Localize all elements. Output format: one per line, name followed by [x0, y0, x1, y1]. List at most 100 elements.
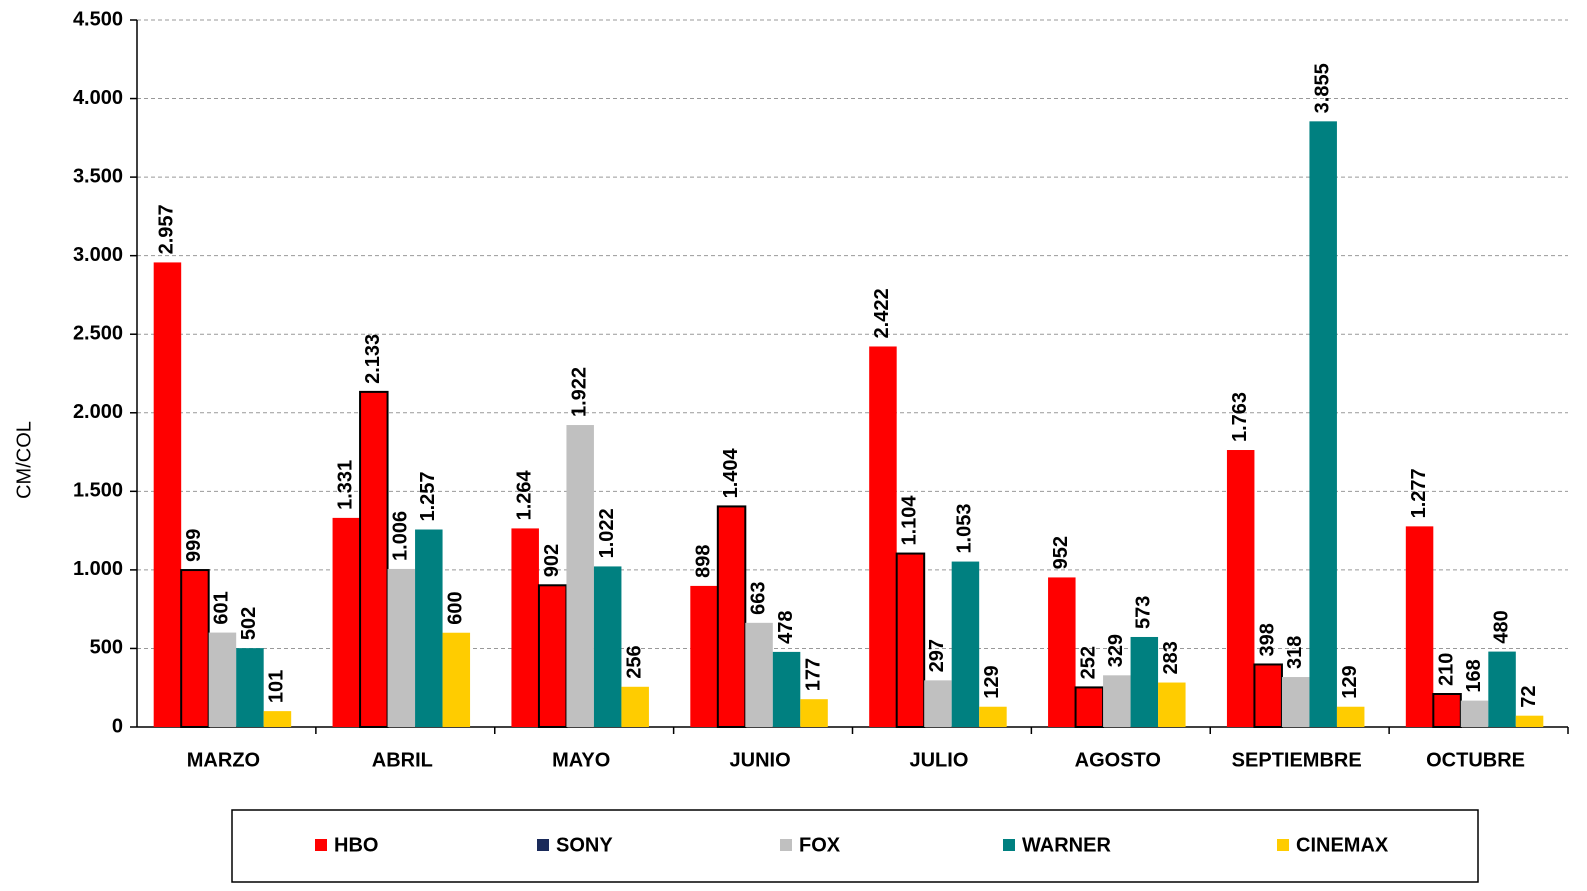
x-tick-label: AGOSTO	[1075, 749, 1161, 771]
data-label: 1.331	[335, 460, 357, 510]
data-label: 1.104	[899, 495, 921, 546]
data-label: 318	[1284, 636, 1306, 669]
data-label: 398	[1256, 623, 1278, 656]
data-label: 2.422	[871, 288, 893, 338]
data-label: 3.855	[1311, 63, 1333, 113]
data-label: 129	[981, 665, 1003, 698]
legend-swatch	[1277, 839, 1289, 851]
y-tick-label: 3.500	[73, 165, 123, 187]
bar	[511, 528, 539, 727]
data-label: 478	[775, 611, 797, 644]
bar	[180, 569, 210, 729]
y-tick-label: 2.000	[73, 401, 123, 423]
x-tick-label: JUNIO	[730, 749, 791, 771]
legend-box	[231, 809, 1479, 883]
data-label: 2.133	[362, 334, 384, 384]
bar	[208, 632, 237, 727]
data-label: 2.957	[156, 204, 178, 254]
data-label: 999	[183, 529, 205, 562]
bar	[593, 566, 622, 727]
y-tick-label: 0	[112, 715, 123, 737]
legend-label: FOX	[799, 834, 841, 856]
data-label: 210	[1435, 653, 1457, 686]
y-tick-label: 2.500	[73, 323, 123, 345]
bar	[332, 517, 361, 727]
data-label: 283	[1160, 641, 1182, 674]
bar	[924, 680, 952, 727]
data-label: 1.053	[954, 503, 976, 553]
data-label: 1.277	[1408, 468, 1430, 518]
data-label: 256	[623, 645, 645, 678]
legend-label: SONY	[556, 834, 613, 856]
bar	[1309, 121, 1337, 727]
data-label: 502	[238, 607, 260, 640]
bar	[1488, 651, 1516, 727]
bar	[895, 552, 926, 728]
x-tick-label: SEPTIEMBRE	[1232, 749, 1362, 771]
data-label: 898	[692, 545, 714, 578]
data-label: 177	[802, 658, 824, 691]
data-label: 573	[1133, 596, 1155, 629]
bar	[1405, 526, 1434, 727]
bar	[1158, 682, 1186, 727]
bar	[690, 585, 718, 727]
legend-swatch	[1003, 839, 1015, 851]
bar	[716, 505, 747, 728]
data-label: 101	[266, 670, 288, 703]
data-label: 297	[926, 639, 948, 672]
bar	[621, 686, 649, 727]
legend-label: HBO	[334, 834, 378, 856]
bar	[442, 632, 471, 727]
data-label: 902	[541, 544, 563, 577]
x-tick-label: JULIO	[909, 749, 968, 771]
data-label: 1.022	[596, 508, 618, 558]
data-label: 1.922	[568, 367, 590, 417]
bar	[869, 346, 897, 727]
bar	[1281, 677, 1310, 727]
y-tick-label: 3.000	[73, 244, 123, 266]
y-tick-label: 4.000	[73, 87, 123, 109]
data-label: 601	[211, 591, 233, 624]
data-label: 600	[445, 591, 467, 624]
y-tick-label: 1.000	[73, 558, 123, 580]
bar	[979, 706, 1007, 727]
data-label: 1.763	[1229, 392, 1251, 442]
y-axis-label: CM/COL	[13, 421, 35, 499]
bar	[1103, 675, 1131, 727]
legend-swatch	[537, 839, 549, 851]
y-tick-label: 500	[90, 637, 123, 659]
bar	[1460, 700, 1489, 727]
bar	[263, 711, 292, 727]
data-label: 1.404	[720, 447, 742, 498]
bar	[1048, 577, 1076, 727]
bar	[1130, 636, 1159, 727]
legend-label: CINEMAX	[1296, 834, 1389, 856]
y-tick-label: 1.500	[73, 480, 123, 502]
bar	[1253, 663, 1283, 729]
legend-label: WARNER	[1022, 834, 1111, 856]
data-label: 129	[1339, 665, 1361, 698]
bar	[387, 568, 416, 727]
bar	[800, 699, 828, 727]
bar	[359, 390, 389, 728]
data-label: 252	[1078, 646, 1100, 679]
legend-swatch	[315, 839, 327, 851]
bar	[153, 262, 182, 727]
data-label: 1.006	[390, 511, 412, 561]
data-label: 663	[747, 581, 769, 614]
data-label: 72	[1518, 685, 1540, 707]
y-tick-label: 4.500	[73, 8, 123, 30]
x-tick-label: ABRIL	[372, 749, 433, 771]
data-label: 329	[1105, 634, 1127, 667]
bar	[745, 622, 773, 727]
data-label: 480	[1490, 610, 1512, 643]
bar	[951, 561, 980, 727]
x-tick-label: MARZO	[187, 749, 260, 771]
data-label: 952	[1050, 536, 1072, 569]
bar	[1226, 450, 1255, 727]
bar	[1432, 693, 1462, 728]
data-label: 1.257	[417, 471, 439, 521]
data-label: 168	[1463, 659, 1485, 692]
bar	[772, 651, 801, 727]
